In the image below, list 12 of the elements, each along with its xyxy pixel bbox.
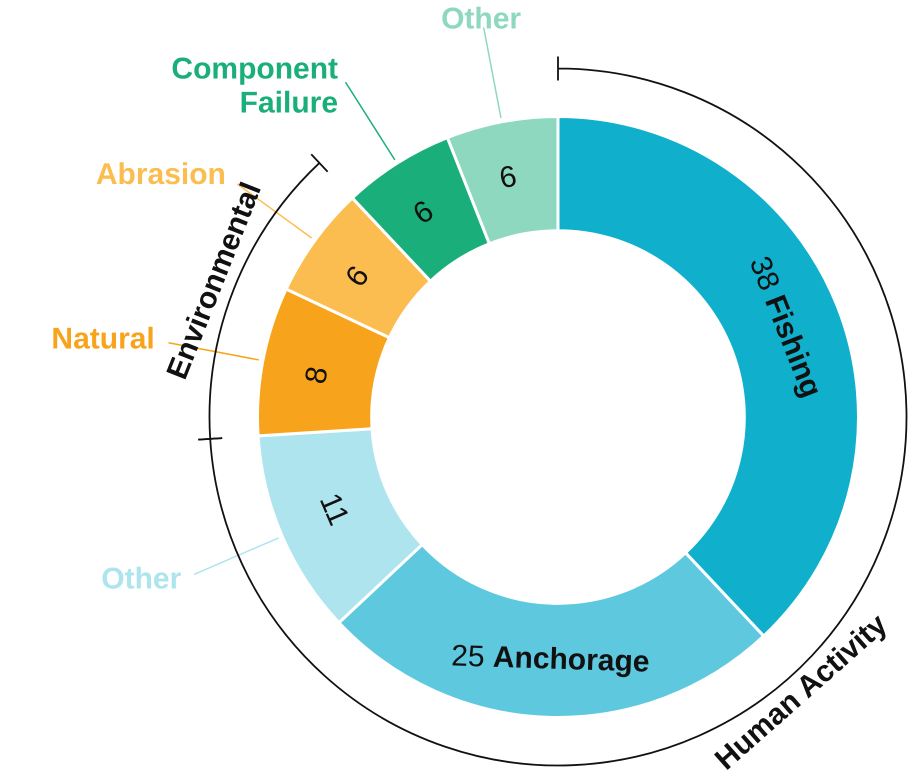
data-label: 25 bbox=[450, 639, 486, 674]
slice-label: Anchorage bbox=[492, 640, 650, 679]
data-label: 6 bbox=[339, 260, 376, 294]
data-label: 38 bbox=[742, 252, 786, 296]
data-label: 8 bbox=[299, 364, 335, 387]
slice-label: Component Failure bbox=[171, 52, 338, 120]
slice-label: Other bbox=[101, 562, 182, 596]
slice-label: Other bbox=[441, 2, 522, 36]
data-label: 6 bbox=[496, 160, 520, 196]
slice-label: Natural bbox=[51, 322, 155, 356]
data-label: 11 bbox=[312, 488, 356, 530]
data-label: 6 bbox=[408, 194, 440, 232]
